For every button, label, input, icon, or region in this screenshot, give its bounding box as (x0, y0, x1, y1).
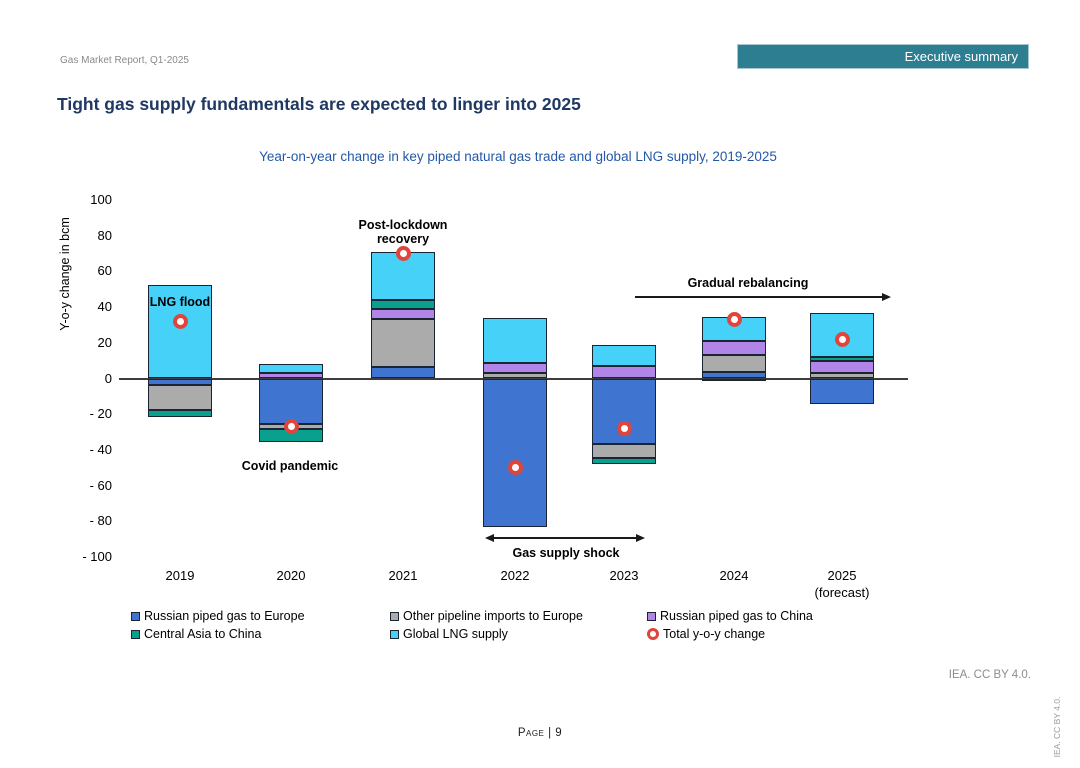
y-tick-label: 100 (90, 191, 112, 207)
y-tick-label: - 80 (89, 513, 112, 529)
total-change-marker (172, 313, 188, 329)
side-license-text: IEA. CC BY 4.0. (1052, 696, 1062, 758)
x-tick-label: 2022 (500, 568, 530, 583)
total-change-ring-icon (647, 628, 659, 640)
x-tick-label: 2021 (388, 568, 418, 583)
page-number: Page | 9 (517, 727, 563, 739)
legend-label: Total y-o-y change (663, 627, 766, 641)
bar-segment (371, 366, 435, 379)
bar-segment (702, 355, 766, 373)
legend-item: Russian piped gas to China (647, 609, 813, 623)
legend-label: Central Asia to China (144, 627, 262, 641)
y-tick-label: - 20 (89, 406, 112, 422)
chart-subtitle: Year-on-year change in key piped natural… (259, 149, 777, 164)
x-tick-label: 2024 (719, 568, 749, 583)
annotation-label: Post-lockdown recovery (358, 218, 448, 247)
total-change-marker (616, 421, 632, 437)
y-tick-label: - 40 (89, 441, 112, 457)
y-tick-label: 60 (97, 263, 112, 279)
bar-segment (810, 357, 874, 361)
arrow-head-right-icon (882, 292, 891, 301)
y-tick-label: 40 (97, 299, 112, 315)
series-swatch-icon (390, 629, 399, 639)
bar-segment (148, 409, 212, 417)
bar-segment (810, 378, 874, 404)
total-change-marker (283, 419, 299, 435)
page-title: Tight gas supply fundamentals are expect… (57, 94, 581, 114)
bar-segment (702, 372, 766, 379)
x-tick-label: 2019 (165, 568, 195, 583)
bar-segment (148, 378, 212, 385)
x-tick-label: 2020 (276, 568, 306, 583)
arrow-head-left-icon (485, 533, 494, 542)
legend-item: Total y-o-y change (647, 627, 765, 641)
bar-segment (810, 360, 874, 374)
annotation-label: Covid pandemic (241, 459, 339, 473)
series-swatch-icon (390, 611, 399, 621)
legend-label: Russian piped gas to Europe (144, 609, 305, 623)
y-tick-label: 80 (97, 227, 112, 243)
legend-item: Global LNG supply (390, 627, 508, 641)
bar-segment (259, 378, 323, 425)
license-text: IEA. CC BY 4.0. (948, 669, 1031, 681)
y-tick-label: 20 (97, 334, 112, 350)
y-tick-label: - 60 (89, 477, 112, 493)
bar-segment (592, 458, 656, 465)
x-tick-label-sub: (forecast) (814, 585, 870, 600)
bar-segment (810, 313, 874, 358)
bar-segment (592, 344, 656, 366)
total-change-marker (726, 312, 742, 328)
legend-item: Other pipeline imports to Europe (390, 609, 583, 623)
annotation-label: LNG flood (149, 295, 211, 309)
legend-item: Russian piped gas to Europe (131, 609, 305, 623)
legend-label: Russian piped gas to China (660, 609, 813, 623)
report-label: Gas Market Report, Q1-2025 (60, 55, 189, 66)
bar-segment (592, 365, 656, 379)
bar-segment (371, 299, 435, 309)
bar-segment (371, 318, 435, 367)
bar-segment (483, 363, 547, 374)
total-change-marker (507, 460, 523, 476)
bar-segment (148, 284, 212, 379)
bar-segment (259, 364, 323, 374)
y-tick-label: - 100 (82, 549, 112, 565)
bar-segment (483, 378, 547, 527)
bar-segment (371, 308, 435, 319)
bar-segment (592, 443, 656, 458)
executive-summary-banner: Executive summary (737, 44, 1029, 69)
annotation-arrow-line (492, 537, 638, 539)
bar-segment (810, 373, 874, 379)
bar-segment (148, 384, 212, 410)
series-swatch-icon (647, 611, 656, 621)
bar-segment (483, 317, 547, 364)
series-swatch-icon (131, 629, 140, 639)
arrow-head-right-icon (636, 533, 645, 542)
annotation-arrow-line (635, 296, 884, 298)
legend-item: Central Asia to China (131, 627, 261, 641)
x-tick-label: 2025 (827, 568, 857, 583)
annotation-label: Gradual rebalancing (687, 276, 809, 290)
bar-segment (702, 340, 766, 356)
x-tick-label: 2023 (609, 568, 639, 583)
annotation-label: Gas supply shock (512, 546, 620, 560)
series-swatch-icon (131, 611, 140, 621)
total-change-marker (834, 331, 850, 347)
legend-label: Global LNG supply (403, 627, 508, 641)
total-change-marker (395, 245, 411, 261)
banner-label: Executive summary (904, 49, 1018, 64)
bar-segment (483, 373, 547, 379)
y-tick-label: 0 (104, 370, 112, 386)
legend-label: Other pipeline imports to Europe (403, 609, 583, 623)
bar-segment (259, 373, 323, 379)
bar-segment (702, 378, 766, 381)
